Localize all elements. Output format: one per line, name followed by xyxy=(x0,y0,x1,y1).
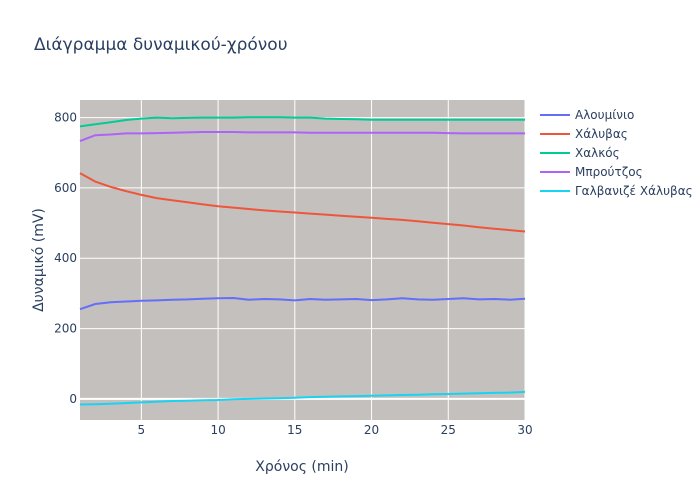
x-tick-label: 15 xyxy=(287,423,302,437)
chart-title: Διάγραμμα δυναμικού-χρόνου xyxy=(34,35,288,55)
legend-label-3: Χαλκός xyxy=(575,146,620,160)
y-tick-label: 600 xyxy=(54,181,77,195)
x-tick-label: 10 xyxy=(210,423,225,437)
series-line-4 xyxy=(79,131,525,143)
x-tick-label: 5 xyxy=(138,423,146,437)
y-tick-label: 200 xyxy=(54,322,77,336)
series-line-2 xyxy=(79,172,526,233)
series-lines xyxy=(79,116,526,406)
y-tick-label: 800 xyxy=(54,111,77,125)
x-tick-label: 25 xyxy=(441,423,456,437)
series-line-1 xyxy=(79,297,526,311)
y-tick-label: 400 xyxy=(54,251,77,265)
legend-label-5: Γαλβανιζέ Χάλυβας xyxy=(575,184,693,198)
series-line-3 xyxy=(79,116,525,128)
legend: Αλουμίνιο Χάλυβας Χαλκός Μπρούτζος Γαλβανιζέ… xyxy=(540,108,693,198)
x-axis-title: Χρόνος (min) xyxy=(255,459,348,475)
legend-label-2: Χάλυβας xyxy=(575,127,628,141)
x-tick-label: 20 xyxy=(364,423,379,437)
x-tick-label: 30 xyxy=(517,423,532,437)
y-tick-labels: 0 200 400 600 800 xyxy=(54,111,77,406)
legend-label-1: Αλουμίνιο xyxy=(575,108,634,122)
legend-label-4: Μπρούτζος xyxy=(575,165,643,179)
series-line-5 xyxy=(79,390,526,406)
y-axis-title: Δυναμικό (mV) xyxy=(31,208,47,312)
plot-background xyxy=(80,100,525,420)
x-tick-labels: 5 10 15 20 25 30 xyxy=(138,423,533,437)
y-tick-label: 0 xyxy=(69,392,77,406)
